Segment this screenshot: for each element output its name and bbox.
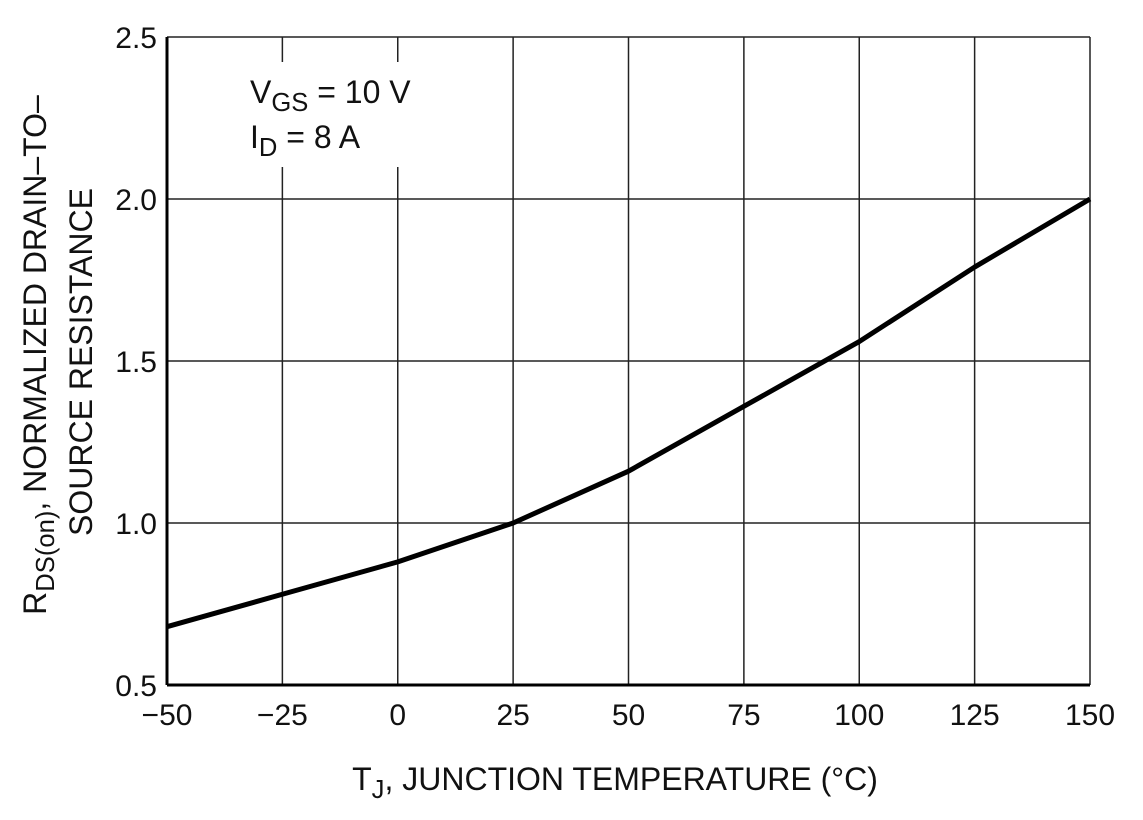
- annotation: VGS = 10 V: [250, 74, 411, 117]
- y-tick-label: 1.0: [115, 508, 157, 541]
- annotation-main: I: [250, 119, 259, 155]
- y-tick-label: 2.0: [115, 184, 157, 217]
- y-axis-label-sub: DS(on): [32, 511, 60, 592]
- annotation-box: [238, 62, 438, 167]
- annotation-sub: D: [259, 134, 277, 162]
- x-tick-label: 0: [389, 699, 406, 732]
- annotation-rest: = 8 A: [277, 119, 360, 155]
- x-axis-label: TJ, JUNCTION TEMPERATURE (°C): [352, 761, 878, 804]
- x-tick-label: 100: [834, 699, 884, 732]
- y-tick-label: 1.5: [115, 346, 157, 379]
- y-axis-label-main: R: [17, 592, 53, 615]
- annotation-main: V: [250, 74, 272, 110]
- x-tick-label: 150: [1065, 699, 1115, 732]
- x-axis-label-sub: J: [372, 776, 385, 804]
- x-tick-label: 125: [950, 699, 1000, 732]
- x-tick-label: −25: [257, 699, 308, 732]
- y-tick-label: 0.5: [115, 670, 157, 703]
- x-tick-label: 25: [496, 699, 529, 732]
- x-tick-label: −50: [142, 699, 193, 732]
- line: [166, 196, 1092, 630]
- x-tick-label: 75: [727, 699, 760, 732]
- x-tick-label: 50: [612, 699, 645, 732]
- annotation-sub: GS: [271, 89, 308, 117]
- annotation: ID = 8 A: [250, 119, 361, 162]
- y-axis-label: RDS(on), NORMALIZED DRAIN–TO–: [17, 95, 60, 615]
- y-axis-label-line2: SOURCE RESISTANCE: [63, 188, 99, 536]
- x-axis-label-main: T: [352, 761, 372, 797]
- annotation-rest: = 10 V: [308, 74, 411, 110]
- y-axis-label-rest: , NORMALIZED DRAIN–TO–: [17, 95, 53, 511]
- x-axis-label-rest: , JUNCTION TEMPERATURE (°C): [384, 761, 877, 797]
- y-tick-label: 2.5: [115, 22, 157, 55]
